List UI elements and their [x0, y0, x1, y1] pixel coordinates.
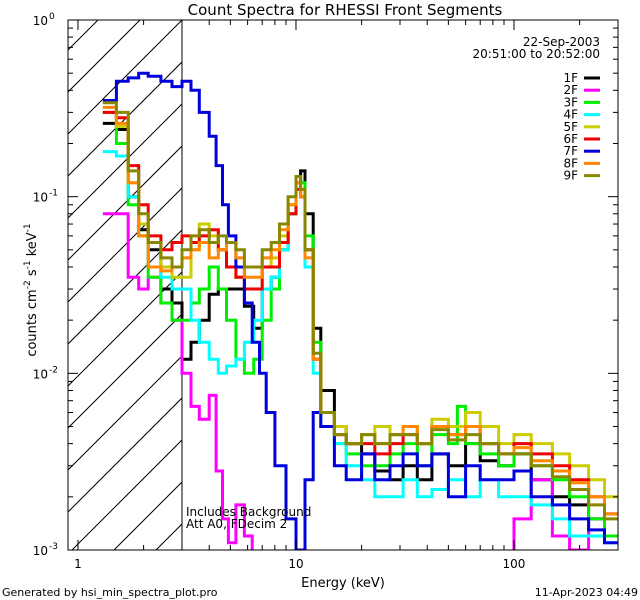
y-label-part-1: counts cm: [25, 289, 40, 356]
legend-label-3F: 3F: [563, 95, 578, 109]
legend-label-7F: 7F: [563, 144, 578, 158]
y-tick-label: 10: [33, 544, 48, 558]
plot-frame: [67, 19, 619, 551]
hatch-lines: [68, 20, 182, 550]
background-hatch-region: [68, 20, 183, 550]
annotation-background: Includes Background: [186, 505, 311, 519]
annotation-attenuator: Att A0, FDecim 2: [186, 517, 287, 531]
time-range-label: 20:51:00 to 20:52:00: [473, 47, 600, 61]
y-tick-exponent: -3: [49, 542, 58, 552]
series-layer: [102, 71, 618, 550]
y-tick-label: 10: [33, 367, 48, 381]
y-axis-label: counts cm-2 s-1 keV-1: [23, 223, 40, 356]
date-label: 22-Sep-2003: [523, 35, 600, 49]
y-label-part-3: keV: [25, 232, 40, 260]
legend-label-5F: 5F: [563, 120, 578, 134]
chart-title: Count Spectra for RHESSI Front Segments: [188, 1, 503, 19]
footer-generated-by: Generated by hsi_min_spectra_plot.pro: [2, 586, 218, 599]
footer-timestamp: 11-Apr-2023 04:49: [535, 586, 638, 599]
x-tick-label: 1: [74, 557, 82, 571]
legend-label-9F: 9F: [563, 169, 578, 183]
y-tick-label: 10: [33, 191, 48, 205]
y-tick-exponent: -1: [49, 189, 58, 199]
legend-label-8F: 8F: [563, 156, 578, 170]
series-line-7F: [102, 71, 618, 550]
legend-label-6F: 6F: [563, 132, 578, 146]
y-tick-label: 10: [33, 14, 48, 28]
legend-label-1F: 1F: [563, 71, 578, 85]
y-label-exp-3: -1: [23, 223, 33, 232]
y-label-exp-1: -2: [23, 280, 33, 289]
x-axis-label: Energy (keV): [301, 576, 385, 591]
y-label-exp-2: -1: [23, 260, 33, 269]
x-tick-label: 10: [288, 557, 303, 571]
x-tick-label: 100: [503, 557, 526, 571]
y-tick-exponent: -2: [49, 365, 58, 375]
y-label-part-2: s: [25, 269, 40, 280]
series-line-9F: [102, 101, 618, 521]
legend-label-2F: 2F: [563, 83, 578, 97]
y-tick-exponent: 0: [49, 12, 55, 22]
legend-label-4F: 4F: [563, 108, 578, 122]
